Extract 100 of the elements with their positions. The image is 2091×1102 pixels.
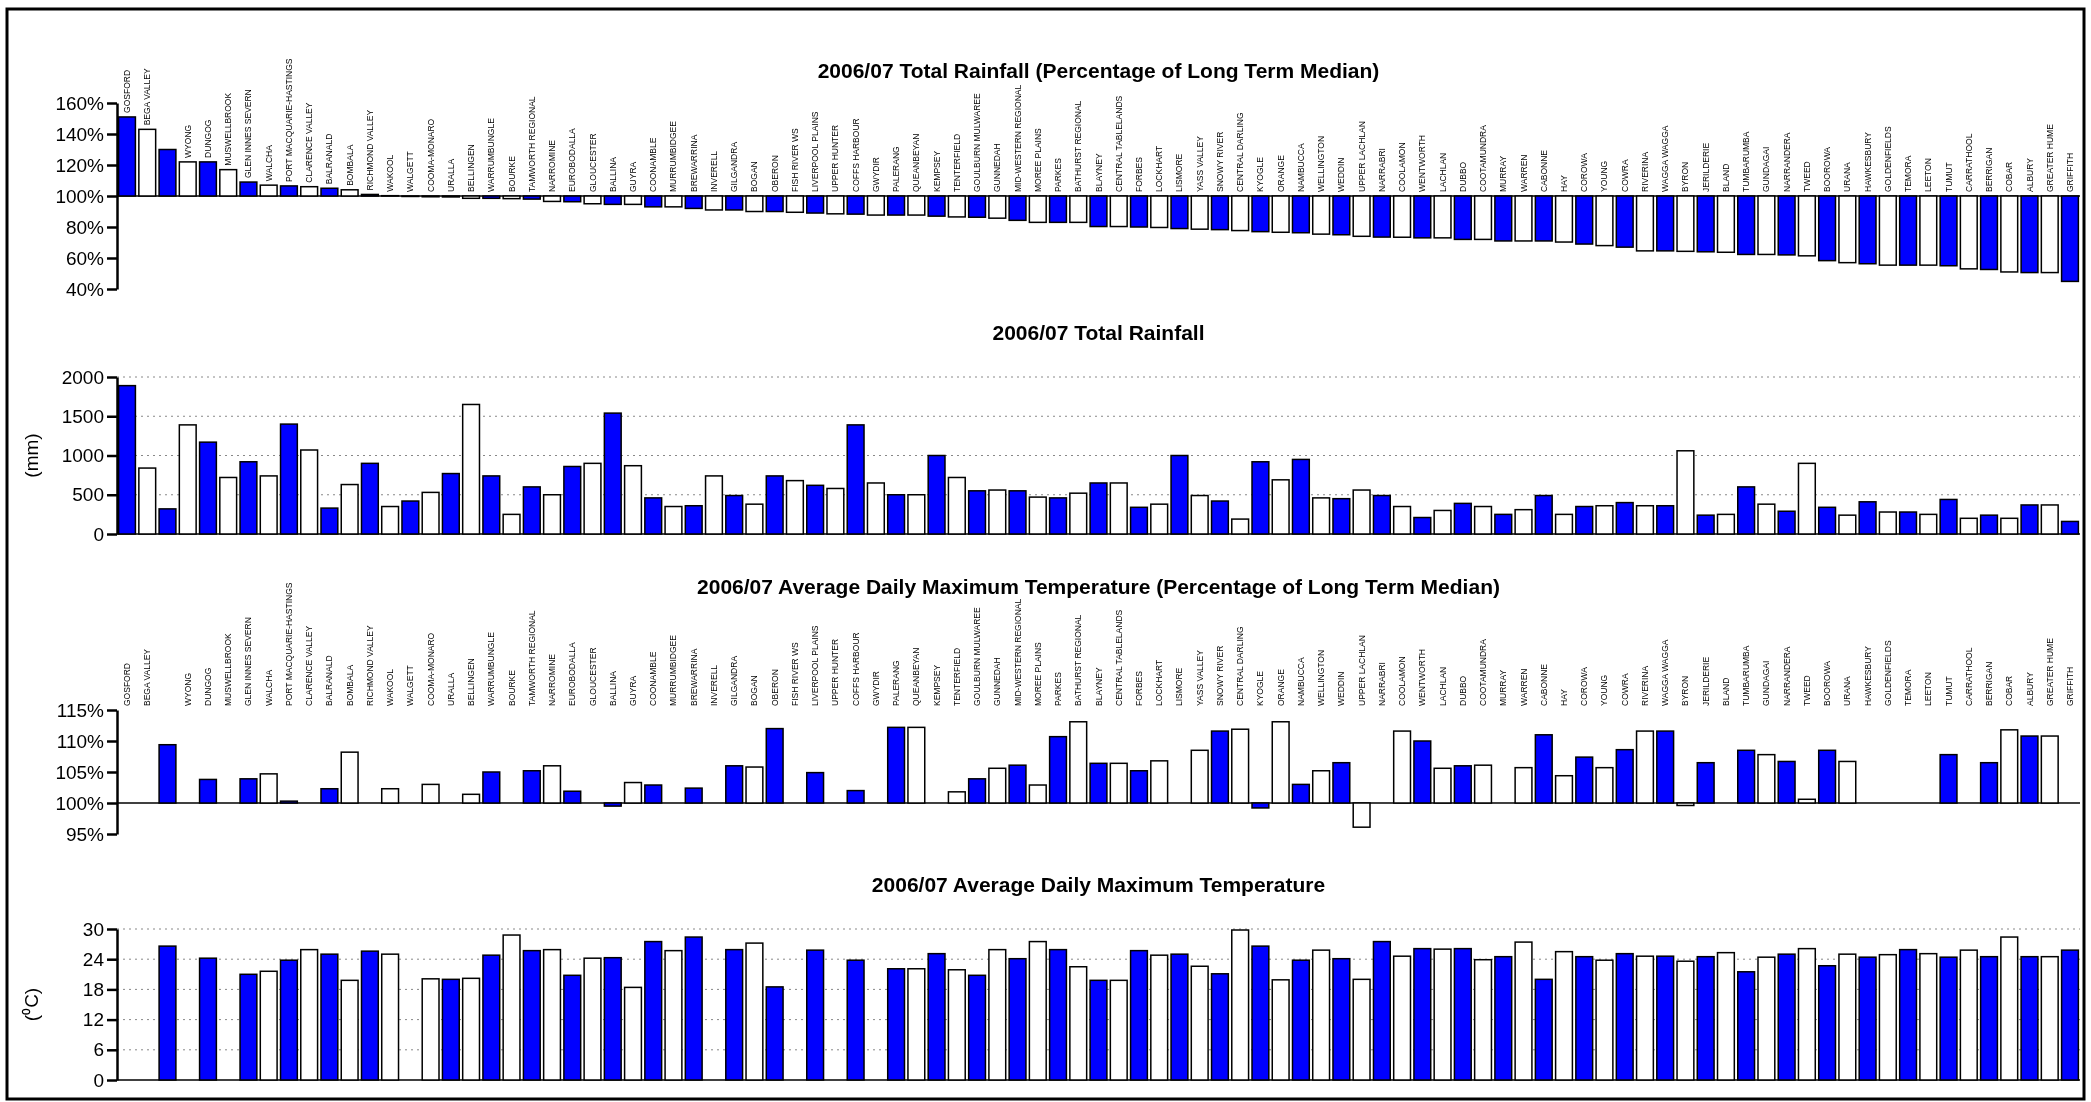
x-tick-label: LOCKHART [1154,659,1165,706]
x-tick-label: BYRON [1680,161,1691,192]
y-tick-label: 60% [65,247,105,269]
y-tick-label: 115% [56,699,105,721]
x-tick-label: PORT MACQUARIE-HASTINGS [283,58,294,182]
x-tick-label: TAMWORTH REGIONAL [526,610,537,706]
y-tick-label: 100% [55,792,105,814]
x-tick-label: DUBBO [1457,675,1468,706]
x-tick-label: MID-WESTERN REGIONAL [1012,84,1023,192]
x-tick-label: WEDDIN [1336,671,1347,706]
x-tick-label: BEGA VALLEY [142,68,153,126]
x-tick-label: WARRUMBUNGLE [486,117,497,192]
x-tick-label: RICHMOND VALLEY [364,625,375,706]
x-tick-label: BALLINA [607,156,618,192]
x-tick-label: COOMA-MONARO [425,118,436,192]
y-tick-label: 100% [55,185,105,207]
x-tick-label: CLARENCE VALLEY [304,102,315,183]
x-tick-label: RIVERINA [1639,665,1650,706]
y-tick-label: 500 [72,484,104,506]
x-tick-label: COBAR [2004,161,2015,192]
chart-title: 2006/07 Total Rainfall (Percentage of Long Term Median) [817,59,1380,82]
x-tick-label: GRIFFITH [2064,152,2075,192]
x-tick-label: CARRATHOOL [1963,133,1974,192]
x-tick-label: SNOWY RIVER [1214,131,1225,192]
x-tick-label: BOOROWA [1822,146,1833,192]
y-tick-label: 160% [55,92,105,114]
x-tick-label: MOREE PLAINS [1032,641,1043,706]
x-tick-label: PORT MACQUARIE-HASTINGS [283,582,294,706]
x-tick-label: YOUNG [1599,674,1610,706]
x-tick-label: COROWA [1579,666,1590,706]
x-tick-label: TWEED [1801,675,1812,706]
x-tick-label: DUNGOG [202,667,213,706]
x-tick-label: TUMUT [1943,162,1954,192]
x-tick-label: OBERON [769,155,780,192]
x-tick-label: COOMA-MONARO [425,632,436,706]
x-tick-label: COOTAMUNDRA [1478,124,1489,192]
x-tick-label: COONAMBLE [648,137,659,192]
x-tick-label: EUROBODALLA [567,127,578,192]
x-tick-label: WAKOOL [385,154,396,192]
x-tick-label: GOSFORD [122,663,133,706]
x-tick-label: NAMBUCCA [1295,143,1306,192]
x-tick-label: COOLAMON [1397,656,1408,706]
x-tick-label: LIVERPOOL PLAINS [810,111,821,192]
x-tick-label: WALGETT [405,665,416,706]
y-tick-label: 110% [56,730,105,752]
x-tick-label: JERILDERIE [1700,142,1711,192]
x-tick-label: WAKOOL [385,668,396,706]
x-tick-label: WARREN [1518,154,1529,192]
x-tick-label: WARRUMBUNGLE [486,631,497,706]
x-tick-label: LACHLAN [1437,666,1448,706]
y-axis-title: (⁰C) [21,987,42,1022]
x-tick-label: BATHURST REGIONAL [1073,614,1084,706]
x-tick-label: PARKES [1053,671,1064,706]
x-tick-label: CARRATHOOL [1963,647,1974,706]
x-tick-label: GLOUCESTER [587,133,598,192]
x-tick-label: MURRAY [1498,155,1509,192]
x-tick-label: HAY [1559,688,1569,706]
x-tick-label: URANA [1842,161,1853,192]
x-tick-label: PALERANG [891,660,902,706]
x-tick-label: WAGGA WAGGA [1660,125,1671,192]
x-tick-label: QUEANBEYAN [911,133,922,192]
x-tick-label: FISH RIVER WS [789,127,800,192]
y-tick-label: 2000 [61,366,104,388]
x-tick-label: URALLA [445,672,456,706]
x-tick-label: WYONG [182,124,193,158]
x-tick-label: FISH RIVER WS [789,641,800,706]
x-tick-label: FORBES [1133,156,1144,192]
x-tick-label: COFFS HARBOUR [850,632,861,706]
x-tick-label: URALLA [445,158,456,192]
x-tick-label: BERRIGAN [1984,661,1995,706]
x-tick-label: HAY [1559,174,1569,192]
y-tick-label: 140% [55,123,105,145]
x-tick-label: COWRA [1619,159,1630,192]
x-tick-label: BOMBALA [344,664,355,706]
x-tick-label: LACHLAN [1437,152,1448,192]
x-tick-label: CLARENCE VALLEY [304,625,315,706]
x-tick-label: BALRANALD [324,655,335,706]
x-tick-label: ALBURY [2024,157,2035,192]
x-tick-label: ALBURY [2024,671,2035,706]
x-tick-label: WAGGA WAGGA [1660,639,1671,706]
x-tick-label: BLAND [1720,163,1731,192]
x-tick-label: QUEANBEYAN [911,647,922,706]
x-tick-label: BYRON [1680,675,1691,706]
x-tick-label: COWRA [1619,673,1630,706]
x-tick-label: LEETON [1923,672,1934,706]
y-tick-label: 6 [93,1039,104,1061]
chart-title: 2006/07 Average Daily Maximum Temperature (Percentage of Long Term Median) [697,575,1500,598]
y-tick-label: 18 [82,978,104,1000]
y-tick-label: 120% [55,154,105,176]
x-tick-label: KEMPSEY [931,150,942,192]
x-tick-label: GOULBURN MULWAREE [972,92,983,192]
x-tick-label: COONAMBLE [648,651,659,706]
x-tick-label: DUNGOG [202,119,213,158]
x-tick-label: MID-WESTERN REGIONAL [1012,598,1023,706]
x-tick-label: NARROMINE [547,653,558,706]
x-tick-label: GWYDIR [870,157,881,192]
x-tick-label: HAWKESBURY [1862,645,1873,706]
x-tick-label: WARREN [1518,668,1529,706]
x-tick-label: NAMBUCCA [1295,657,1306,706]
x-tick-label: WYONG [182,672,193,706]
